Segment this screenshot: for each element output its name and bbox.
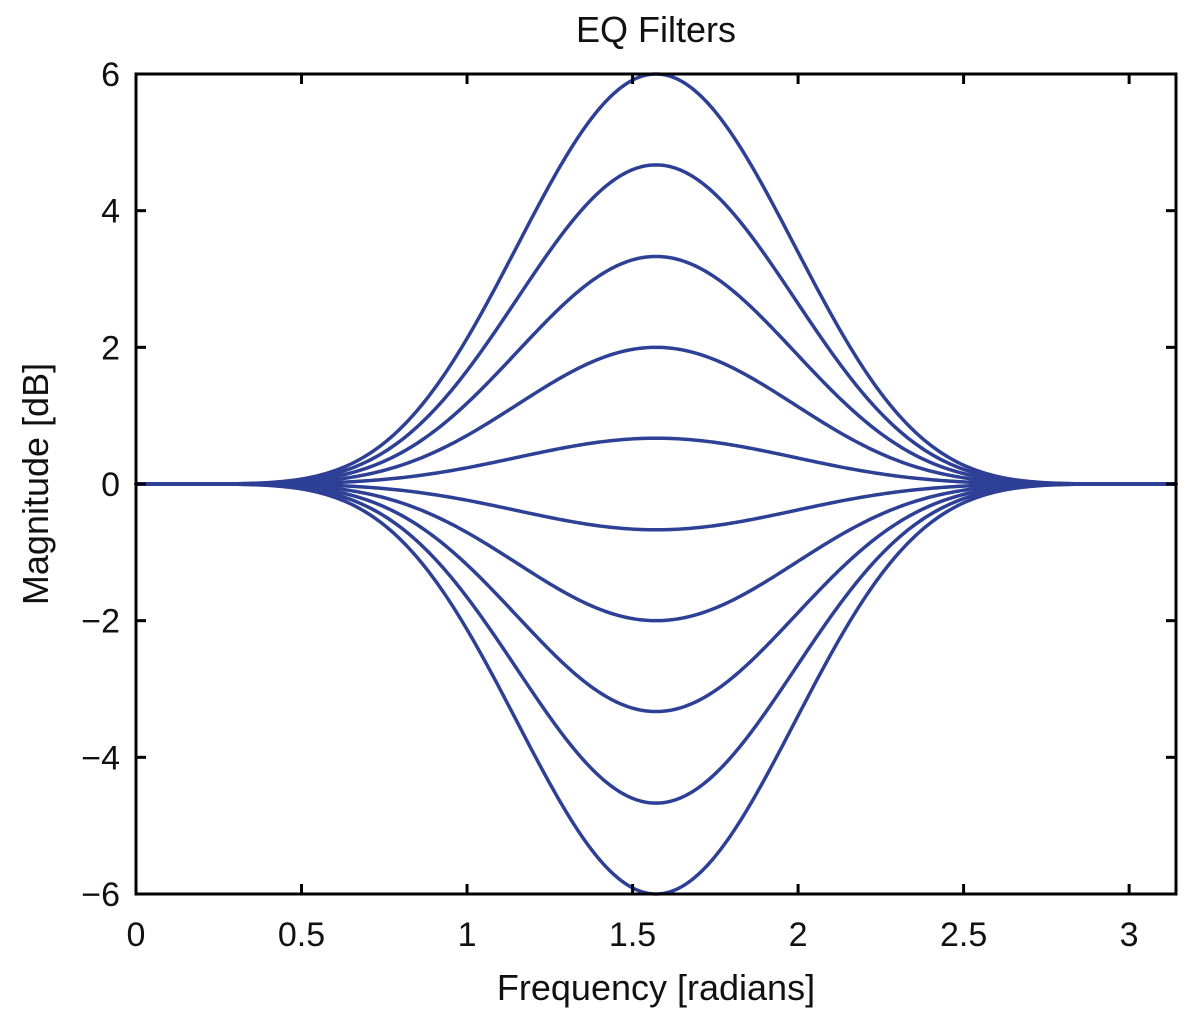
eq-curve-3: [134, 345, 1178, 486]
x-tick-labels: 0 0.5 1 1.5 2 2.5 3: [127, 916, 1139, 954]
eq-curve-5: [134, 482, 1178, 532]
x-tick-label: 3: [1120, 916, 1139, 954]
curves-group: [134, 72, 1178, 896]
eq-curve-9: [134, 482, 1178, 896]
x-tick-label: 1: [458, 916, 477, 954]
y-tick-labels: 6 4 2 0 −2 −4 −6: [81, 56, 120, 914]
eq-curve-7: [134, 482, 1178, 714]
x-axis-label: Frequency [radians]: [497, 967, 815, 1008]
eq-curve-4: [134, 436, 1178, 486]
y-tick-label: −2: [81, 603, 120, 641]
chart-title: EQ Filters: [576, 9, 736, 50]
eq-curve-6: [134, 482, 1178, 623]
x-tick-label: 2: [789, 916, 808, 954]
x-tick-label: 1.5: [609, 916, 656, 954]
eq-curve-0: [134, 72, 1178, 486]
y-axis-label: Magnitude [dB]: [15, 363, 56, 605]
y-tick-label: 4: [101, 193, 120, 231]
ticks-group: [134, 72, 1176, 896]
x-tick-label: 0.5: [278, 916, 325, 954]
x-tick-label: 0: [127, 916, 146, 954]
x-tick-label: 2.5: [940, 916, 987, 954]
y-tick-label: 2: [101, 329, 120, 367]
y-tick-label: 0: [101, 466, 120, 504]
eq-curve-8: [134, 482, 1178, 805]
y-tick-label: 6: [101, 56, 120, 94]
y-tick-label: −4: [81, 739, 120, 777]
eq-curve-1: [134, 163, 1178, 486]
eq-curve-2: [134, 254, 1178, 486]
y-tick-label: −6: [81, 876, 120, 914]
